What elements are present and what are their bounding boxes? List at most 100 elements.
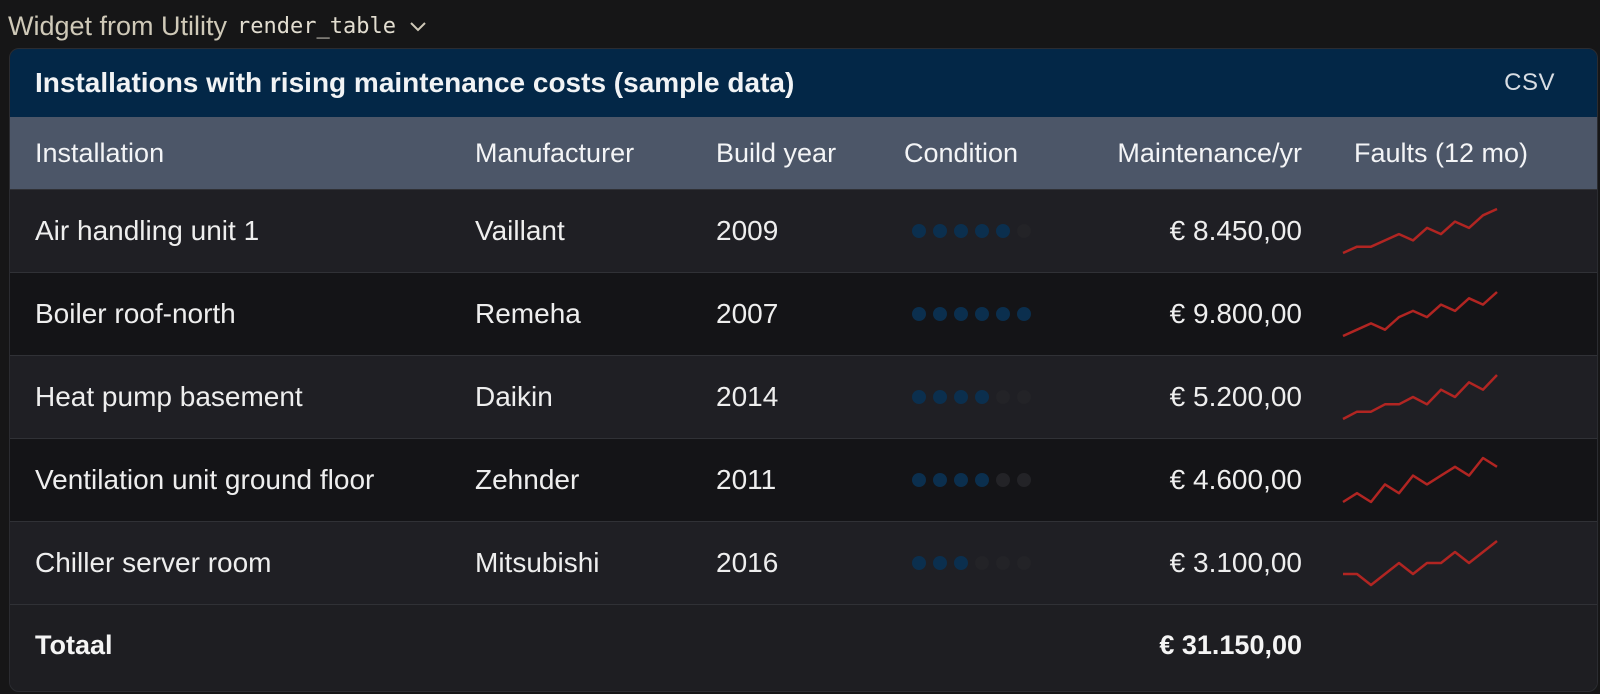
condition-dot-filled: [933, 473, 947, 487]
condition-rating: [904, 224, 1066, 238]
cell-faults: [1326, 272, 1597, 356]
cell-maintenance: € 8.450,00: [1066, 189, 1326, 273]
table-row[interactable]: Heat pump basement Daikin 2014 € 5.200,00: [10, 355, 1597, 439]
cell-build-year: 2014: [716, 355, 904, 439]
condition-dot-empty: [996, 556, 1010, 570]
condition-dot-filled: [933, 390, 947, 404]
totals-row: Totaal € 31.150,00: [10, 604, 1597, 685]
condition-dot-empty: [996, 473, 1010, 487]
condition-rating: [904, 390, 1066, 404]
cell-manufacturer: Daikin: [475, 355, 716, 439]
chevron-down-icon[interactable]: [408, 16, 428, 36]
cell-manufacturer: Vaillant: [475, 189, 716, 273]
faults-sparkline: [1342, 374, 1498, 421]
condition-dot-empty: [1017, 390, 1031, 404]
column-header-faults[interactable]: Faults (12 mo): [1326, 117, 1597, 190]
table-widget: Installations with rising maintenance co…: [9, 48, 1598, 692]
faults-sparkline: [1342, 291, 1498, 338]
condition-dot-empty: [1017, 556, 1031, 570]
sparkline-path: [1342, 456, 1498, 504]
condition-dot-filled: [954, 556, 968, 570]
cell-installation: Chiller server room: [10, 521, 475, 605]
column-header-manufacturer[interactable]: Manufacturer: [475, 117, 716, 190]
sparkline-path: [1343, 540, 1498, 587]
faults-sparkline: [1343, 540, 1498, 587]
condition-dot-filled: [954, 473, 968, 487]
condition-rating: [904, 473, 1066, 487]
table-header-row: Installation Manufacturer Build year Con…: [10, 117, 1597, 190]
cell-build-year: 2009: [716, 189, 904, 273]
column-header-maintenance[interactable]: Maintenance/yr: [1066, 117, 1326, 190]
column-header-build-year[interactable]: Build year: [716, 117, 904, 190]
totals-empty-cell: [1326, 604, 1597, 685]
cell-manufacturer: Zehnder: [475, 438, 716, 522]
sparkline-path: [1342, 207, 1498, 255]
table-row[interactable]: Chiller server room Mitsubishi 2016 € 3.100…: [10, 521, 1597, 605]
cell-installation: Boiler roof-north: [10, 272, 475, 356]
cell-build-year: 2007: [716, 272, 904, 356]
cell-maintenance: € 5.200,00: [1066, 355, 1326, 439]
cell-condition: [904, 438, 1066, 522]
column-header-installation[interactable]: Installation: [10, 117, 475, 190]
cell-faults: [1326, 438, 1597, 522]
table-row[interactable]: Air handling unit 1 Vaillant 2009 € 8.450,0…: [10, 189, 1597, 273]
column-header-condition[interactable]: Condition: [904, 117, 1066, 190]
cell-manufacturer: Mitsubishi: [475, 521, 716, 605]
cell-faults: [1326, 521, 1597, 605]
totals-empty-cell: [904, 604, 1066, 685]
cell-condition: [904, 272, 1066, 356]
faults-sparkline: [1342, 456, 1498, 504]
cell-maintenance: € 9.800,00: [1066, 272, 1326, 356]
condition-dot-filled: [975, 390, 989, 404]
totals-label: Totaal: [10, 604, 475, 685]
cell-condition: [904, 521, 1066, 605]
condition-dot-filled: [996, 307, 1010, 321]
condition-dot-filled: [975, 473, 989, 487]
condition-dot-filled: [933, 224, 947, 238]
totals-empty-cell: [475, 604, 716, 685]
cell-installation: Ventilation unit ground floor: [10, 438, 475, 522]
cell-maintenance: € 3.100,00: [1066, 521, 1326, 605]
table-row[interactable]: Ventilation unit ground floor Zehnder 2011…: [10, 438, 1597, 522]
cell-build-year: 2016: [716, 521, 904, 605]
condition-dot-empty: [1017, 473, 1031, 487]
condition-dot-empty: [996, 390, 1010, 404]
condition-dot-filled: [912, 307, 926, 321]
csv-export-button[interactable]: CSV: [1504, 69, 1555, 96]
cell-faults: [1326, 189, 1597, 273]
condition-dot-filled: [975, 307, 989, 321]
condition-dot-filled: [933, 556, 947, 570]
condition-dot-filled: [933, 307, 947, 321]
cell-condition: [904, 189, 1066, 273]
condition-dot-filled: [912, 390, 926, 404]
condition-dot-filled: [975, 224, 989, 238]
totals-maintenance: € 31.150,00: [1066, 604, 1326, 685]
condition-dot-empty: [975, 556, 989, 570]
cell-faults: [1326, 355, 1597, 439]
condition-dot-filled: [954, 224, 968, 238]
table-title-bar: Installations with rising maintenance co…: [10, 49, 1597, 117]
cell-maintenance: € 4.600,00: [1066, 438, 1326, 522]
widget-header[interactable]: Widget from Utility render_table: [8, 8, 428, 44]
condition-rating: [904, 307, 1066, 321]
widget-header-prefix: Widget from Utility: [8, 10, 228, 41]
condition-dot-filled: [954, 390, 968, 404]
sparkline-path: [1342, 374, 1498, 421]
cell-manufacturer: Remeha: [475, 272, 716, 356]
cell-condition: [904, 355, 1066, 439]
condition-dot-filled: [996, 224, 1010, 238]
condition-dot-filled: [954, 307, 968, 321]
condition-dot-filled: [912, 556, 926, 570]
table-row[interactable]: Boiler roof-north Remeha 2007 € 9.800,00: [10, 272, 1597, 356]
cell-installation: Heat pump basement: [10, 355, 475, 439]
faults-sparkline: [1342, 207, 1498, 255]
condition-rating: [904, 556, 1066, 570]
sparkline-path: [1342, 291, 1498, 338]
cell-installation: Air handling unit 1: [10, 189, 475, 273]
condition-dot-filled: [1017, 307, 1031, 321]
condition-dot-filled: [912, 224, 926, 238]
utility-name: render_table: [237, 13, 396, 39]
totals-empty-cell: [716, 604, 904, 685]
table-title: Installations with rising maintenance co…: [35, 67, 795, 98]
cell-build-year: 2011: [716, 438, 904, 522]
